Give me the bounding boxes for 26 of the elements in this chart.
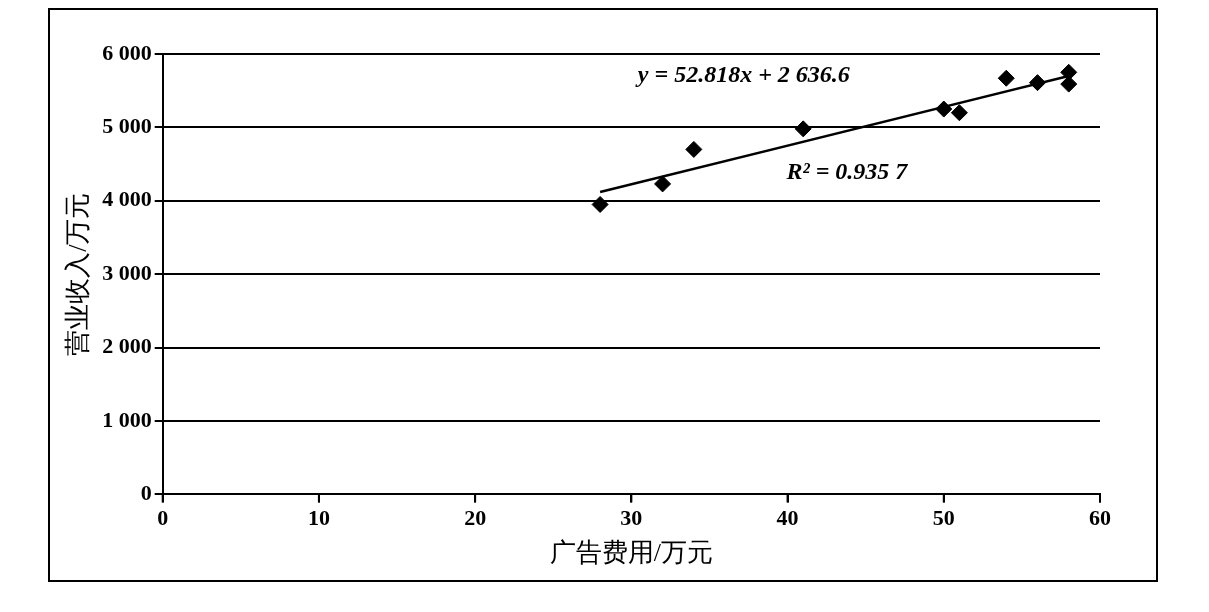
y-tick-label: 0 (140, 480, 152, 506)
y-axis-title: 营业收入/万元 (63, 192, 93, 356)
point (935, 100, 953, 118)
annotation: R² = 0.935 7 (785, 158, 909, 185)
y-tick-label: 6 000 (102, 39, 152, 65)
point (654, 175, 672, 193)
y-tick-label: 4 000 (102, 186, 152, 212)
point (997, 69, 1015, 87)
x-axis-title: 广告费用/万元 (549, 538, 713, 568)
y-tick-label: 1 000 (102, 406, 152, 432)
x-tick-label: 40 (776, 505, 799, 531)
x-tick-label: 30 (620, 505, 643, 531)
x-tick-label: 50 (932, 505, 955, 531)
x-tick-label: 10 (307, 505, 330, 531)
y-tick-label: 3 000 (102, 259, 152, 285)
annotation: y = 52.818x + 2 636.6 (634, 61, 850, 88)
point (591, 195, 609, 213)
point (794, 120, 812, 138)
x-tick-label: 0 (157, 505, 169, 531)
x-tick-label: 20 (464, 505, 487, 531)
y-tick-label: 5 000 (102, 113, 152, 139)
point (685, 140, 703, 158)
point (1029, 74, 1047, 92)
y-tick-label: 2 000 (102, 333, 152, 359)
x-tick-label: 60 (1089, 505, 1111, 531)
point (950, 104, 968, 122)
